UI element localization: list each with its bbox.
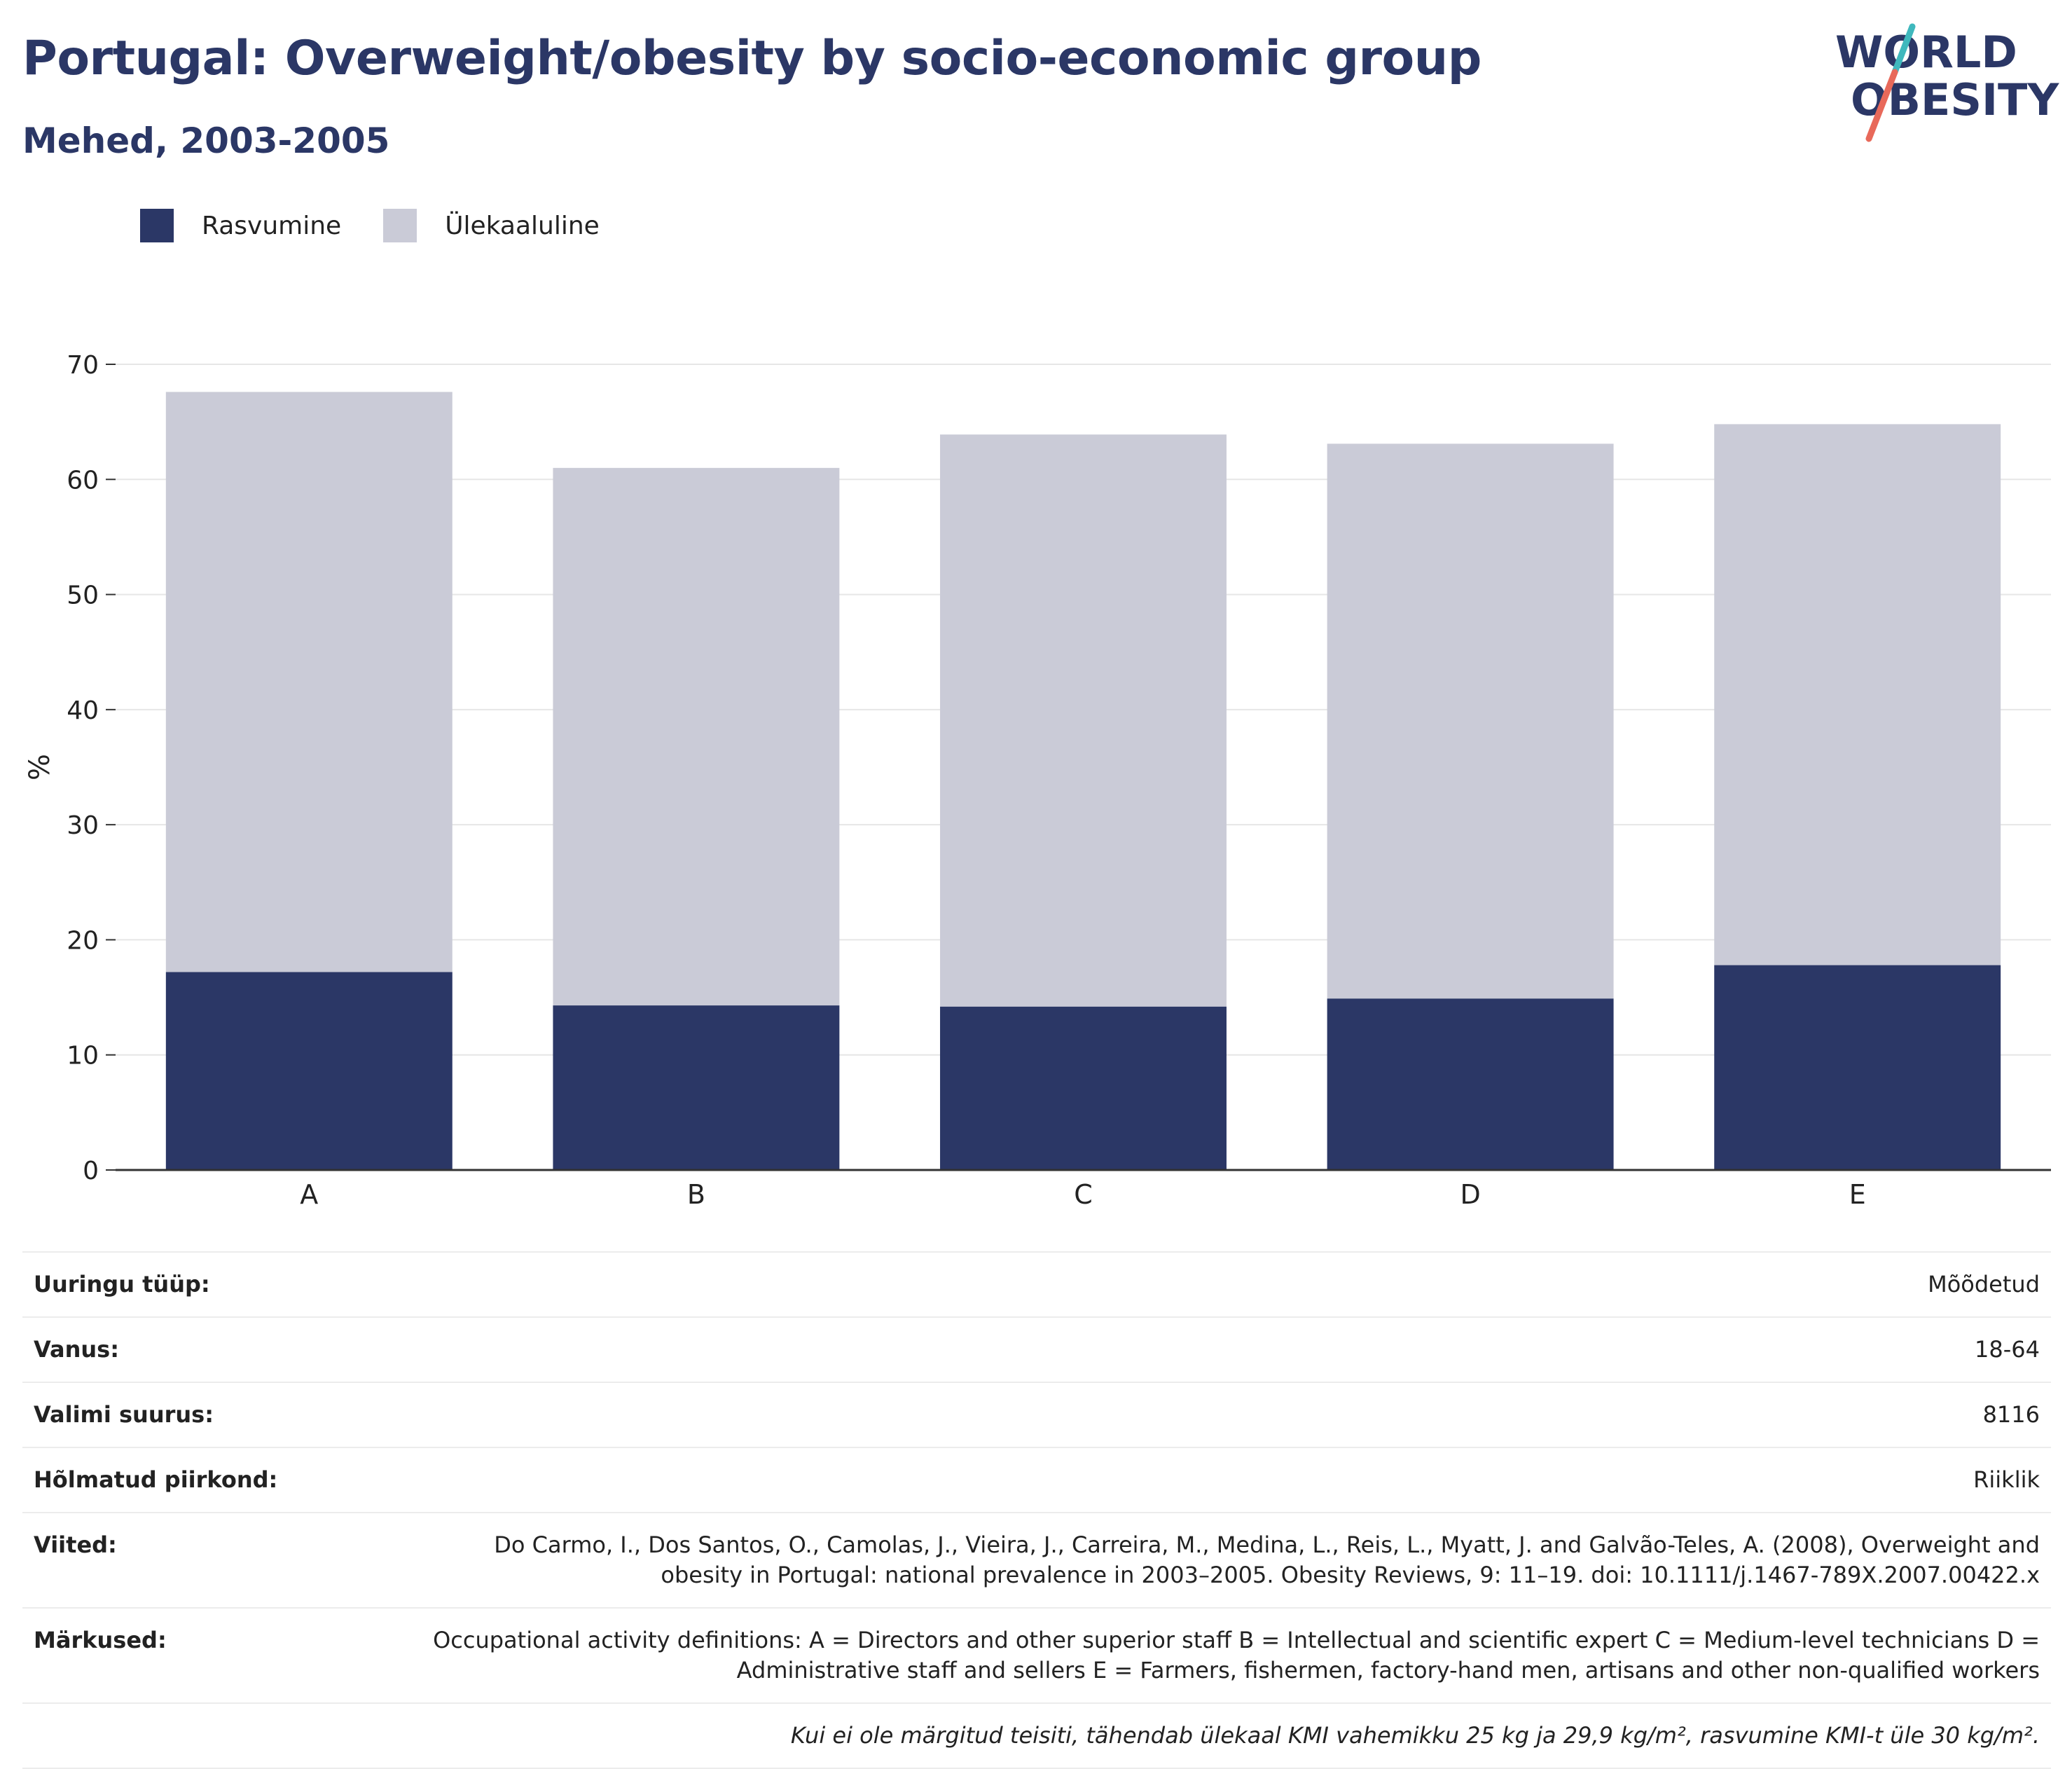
legend-swatch-rasvumine xyxy=(140,209,174,242)
logo-slash-bottom xyxy=(1865,69,1898,142)
world-obesity-logo: WORLD OBESITY xyxy=(1835,23,2059,142)
logo-text-world: WORLD xyxy=(1835,27,2017,78)
legend-item-rasvumine[interactable]: Rasvumine xyxy=(140,209,341,242)
info-row: Hõlmatud piirkond: Riiklik xyxy=(22,1447,2051,1513)
bar-segment xyxy=(1327,998,1614,1170)
legend-label-rasvumine: Rasvumine xyxy=(202,211,342,240)
bar-segment xyxy=(1327,443,1614,999)
y-tick-label: 40 xyxy=(67,696,99,725)
bar-segment xyxy=(940,434,1227,1007)
info-value: Do Carmo, I., Dos Santos, O., Camolas, J… xyxy=(494,1531,2040,1588)
info-row: Vanus: 18-64 xyxy=(22,1317,2051,1382)
logo-slash-top xyxy=(1891,23,1916,76)
bar-segment xyxy=(165,972,453,1170)
chart-title: Portugal: Overweight/obesity by socio-ec… xyxy=(22,31,1482,86)
y-tick-label: 20 xyxy=(67,926,99,955)
stacked-bar-chart: 0 10 20 30 40 50 60 70% A B C D E xyxy=(24,351,2051,1210)
y-tick-label: 0 xyxy=(83,1157,99,1185)
info-value: Riiklik xyxy=(1973,1466,2040,1493)
y-tick-label: 30 xyxy=(67,811,99,840)
info-row: Valimi suurus: 8116 xyxy=(22,1382,2051,1447)
footnote-row: Kui ei ole märgitud teisiti, tähendab ül… xyxy=(22,1703,2051,1768)
y-tick-label: 50 xyxy=(67,581,99,610)
info-table: Uuringu tüüp: Mõõdetud Vanus: 18-64 Valimi s… xyxy=(22,1251,2051,1769)
info-key: Uuringu tüüp: xyxy=(34,1271,210,1298)
x-tick-label: D xyxy=(1460,1179,1480,1210)
chart-subtitle: Mehed, 2003-2005 xyxy=(22,121,390,161)
footnote: Kui ei ole märgitud teisiti, tähendab ül… xyxy=(790,1722,2040,1749)
legend-swatch-ulekaaluline xyxy=(383,209,417,242)
info-row: Viited: Do Carmo, I., Dos Santos, O., Cam… xyxy=(22,1513,2051,1608)
y-axis-label: % xyxy=(24,754,56,780)
bar-segment xyxy=(940,1006,1227,1170)
y-tick-label: 60 xyxy=(67,466,99,495)
info-key: Valimi suurus: xyxy=(34,1401,214,1428)
bar-segment xyxy=(165,392,453,972)
x-tick-label: A xyxy=(300,1179,318,1210)
info-value: 18-64 xyxy=(1975,1336,2040,1363)
info-row: Uuringu tüüp: Mõõdetud xyxy=(22,1252,2051,1317)
bar-segment xyxy=(553,467,840,1006)
info-value: 8116 xyxy=(1982,1401,2040,1428)
y-tick-label: 70 xyxy=(67,351,99,380)
y-tick-label: 10 xyxy=(67,1042,99,1071)
info-row: Märkused: Occupational activity definitio… xyxy=(22,1608,2051,1703)
legend-item-ulekaaluline[interactable]: Ülekaaluline xyxy=(383,209,600,242)
info-key: Viited: xyxy=(34,1531,117,1558)
info-value: Mõõdetud xyxy=(1928,1271,2040,1298)
info-key: Hõlmatud piirkond: xyxy=(34,1466,278,1493)
bar-segment xyxy=(1714,965,2001,1170)
bar-segment xyxy=(553,1005,840,1170)
x-tick-label: E xyxy=(1849,1179,1866,1210)
info-key: Märkused: xyxy=(34,1627,167,1653)
legend-label-ulekaaluline: Ülekaaluline xyxy=(445,211,600,240)
info-value: Occupational activity definitions: A = D… xyxy=(433,1627,2040,1684)
info-key: Vanus: xyxy=(34,1336,120,1363)
x-tick-label: B xyxy=(687,1179,705,1210)
bar-segment xyxy=(1714,424,2001,965)
chart-legend: Rasvumine Ülekaaluline xyxy=(140,209,642,242)
x-tick-label: C xyxy=(1074,1179,1093,1210)
